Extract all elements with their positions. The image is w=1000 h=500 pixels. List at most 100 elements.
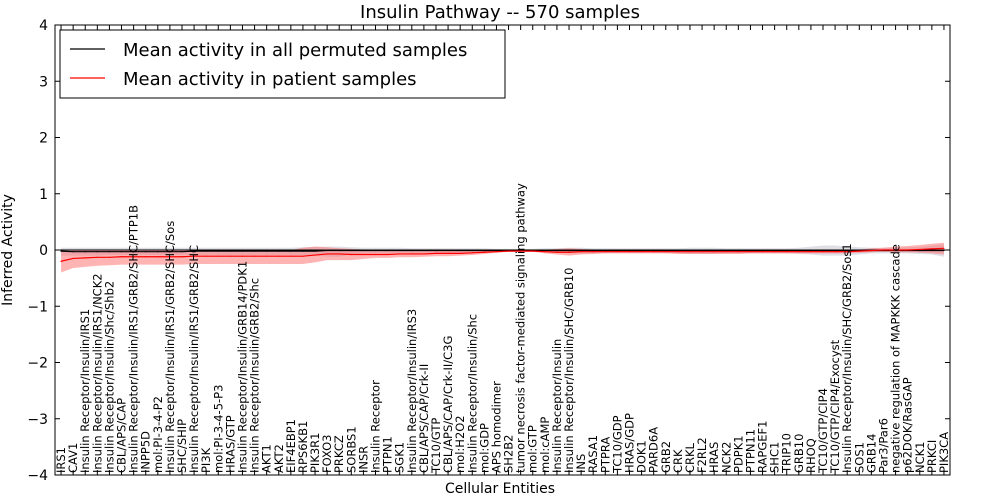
data-point-s0-23	[338, 249, 340, 252]
x-category-label-27: PTPN1	[381, 436, 395, 473]
x-category-label-24: SORBS1	[344, 426, 358, 473]
data-point-s1-39	[532, 250, 534, 252]
data-point-s1-70	[907, 249, 909, 251]
x-category-label-0: IRS1	[54, 447, 68, 473]
data-point-s1-42	[568, 251, 570, 253]
x-category-label-19: EIF4EBP1	[284, 419, 298, 473]
x-category-label-64: TC10/GTP/CIP4/Exocyst	[828, 339, 842, 474]
data-point-s0-64	[834, 249, 836, 252]
legend-label-patient: Mean activity in patient samples	[123, 69, 417, 90]
data-point-s0-4	[108, 251, 111, 253]
data-point-s1-16	[253, 255, 256, 257]
x-category-label-34: Insulin Receptor/Insulin/Shc	[465, 314, 479, 473]
data-point-s1-27	[387, 253, 389, 256]
data-point-s0-28	[399, 249, 401, 252]
data-point-s0-62	[810, 249, 812, 252]
data-point-s1-32	[447, 252, 449, 254]
data-point-s0-26	[374, 249, 377, 252]
series-lines	[60, 247, 945, 262]
data-point-s0-20	[302, 250, 304, 252]
data-point-s0-54	[713, 249, 715, 252]
x-axis-ticks	[60, 25, 945, 475]
data-point-s1-29	[411, 253, 413, 255]
y-tick-label-3: −1	[27, 299, 48, 315]
data-point-s1-55	[725, 251, 727, 253]
y-tick-label-4: 0	[39, 243, 48, 259]
y-tick-label-2: −2	[27, 356, 48, 372]
x-category-label-33: mol:H2O2	[453, 415, 467, 473]
data-point-s0-27	[387, 249, 389, 252]
x-category-label-50: GRB2	[659, 441, 673, 473]
data-point-s1-25	[362, 253, 365, 256]
data-point-s1-37	[507, 250, 510, 252]
x-category-label-20: RPS6KB1	[296, 421, 310, 473]
x-category-label-43: INS	[574, 454, 588, 473]
data-point-s0-44	[592, 249, 594, 252]
x-category-label-14: HRAS/GTP	[223, 415, 237, 473]
data-point-s1-1	[72, 257, 74, 260]
x-category-label-66: SOS1	[852, 442, 866, 473]
data-point-s0-10	[181, 251, 183, 253]
data-point-s1-40	[544, 251, 546, 253]
x-category-label-71: NCK1	[913, 441, 927, 473]
data-point-s0-16	[253, 250, 256, 252]
x-category-label-58: RAPGEF1	[756, 421, 770, 473]
x-category-label-65: Insulin Receptor/Insulin/SHC/GRB2/Sos1	[840, 243, 854, 473]
data-point-s0-25	[362, 249, 365, 252]
y-tick-label-6: 2	[39, 131, 48, 147]
data-point-s1-45	[604, 251, 606, 253]
x-category-label-5: CBL/APS/CAP	[115, 398, 129, 473]
x-category-label-1: CAV1	[66, 443, 80, 473]
data-point-s1-8	[157, 256, 159, 258]
x-category-label-42: Insulin Receptor/Insulin/SHC/GRB10	[562, 268, 576, 473]
x-category-label-13: mol:PI-3-4-5-P3	[211, 385, 225, 473]
x-category-label-6: Insulin Receptor/Insulin/IRS1/GRB2/SHC/P…	[127, 205, 141, 473]
data-point-s0-56	[737, 249, 739, 252]
data-point-s0-13	[217, 250, 219, 252]
data-point-s1-48	[640, 251, 643, 253]
x-category-label-11: Insulin Receptor/Insulin/IRS1/GRB2/SHC	[187, 245, 201, 473]
data-point-s1-9	[169, 256, 171, 258]
x-category-label-59: SHC1	[768, 442, 782, 473]
data-point-s1-18	[278, 255, 280, 257]
data-point-s0-51	[677, 249, 679, 252]
data-point-s1-22	[326, 253, 328, 255]
data-point-s0-61	[798, 249, 800, 252]
legend-box	[59, 29, 506, 99]
data-point-s0-71	[919, 249, 921, 252]
x-category-label-68: Par3/Par6	[876, 418, 890, 473]
data-point-s1-53	[701, 251, 703, 253]
x-category-label-70: p62DOK/RasGAP	[901, 377, 915, 473]
data-point-s1-66	[858, 250, 860, 252]
data-point-s1-23	[338, 253, 340, 255]
data-point-s1-41	[556, 251, 558, 253]
data-point-s0-43	[580, 249, 582, 252]
data-point-s1-52	[689, 251, 691, 253]
x-category-label-72: PRKCI	[925, 440, 939, 473]
x-category-label-26: Insulin Receptor	[369, 380, 383, 473]
data-point-s0-5	[120, 251, 123, 253]
x-category-label-25: INSR	[356, 446, 370, 473]
x-category-label-49: PARD6A	[647, 427, 661, 473]
x-category-label-9: Insulin Receptor/Insulin/IRS1/GRB2/SHC/S…	[163, 221, 177, 473]
x-category-label-21: PIK3R1	[308, 432, 322, 473]
x-category-label-62: RHOQ	[804, 438, 818, 473]
x-category-label-16: Insulin Receptor/Insulin/GRB2/Shc	[248, 278, 262, 473]
series-line-0	[61, 249, 944, 253]
data-point-s1-60	[786, 251, 788, 253]
data-point-s1-73	[943, 247, 945, 249]
data-point-s1-59	[774, 251, 776, 253]
x-category-label-38: tumor necrosis factor-mediated signaling…	[514, 183, 528, 473]
data-point-s1-61	[798, 251, 800, 253]
data-point-s0-19	[290, 250, 292, 252]
y-tick-label-1: −3	[27, 412, 48, 428]
data-point-s0-30	[423, 249, 425, 252]
x-category-label-35: mol:GDP	[477, 423, 491, 473]
data-point-s1-28	[399, 253, 401, 255]
data-point-s1-30	[423, 253, 425, 255]
data-point-s0-58	[761, 249, 764, 252]
data-point-s0-46	[616, 249, 619, 252]
data-point-s1-14	[229, 255, 231, 257]
x-category-label-44: RASA1	[586, 435, 600, 473]
